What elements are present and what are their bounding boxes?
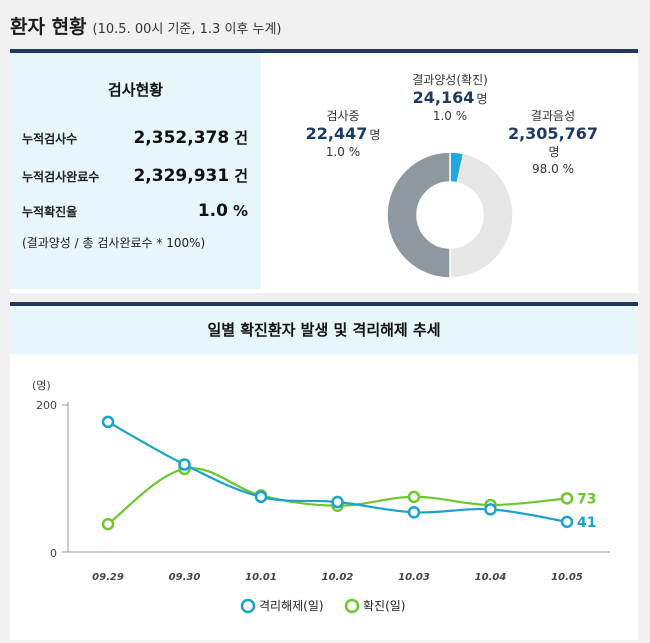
positive-rate-formula-note: (결과양성 / 총 검사완료수 * 100%) xyxy=(22,236,206,250)
y-tick-label: 200 xyxy=(36,399,57,412)
data-point-released xyxy=(407,506,421,519)
data-point-released xyxy=(178,458,191,471)
stat-row-total-tests: 누적검사수 2,352,378 건 xyxy=(22,127,248,148)
legend-label-confirmed: 확진(일) xyxy=(363,599,405,613)
daily-trend-line-chart: (명) 200 0 09.29 09.30 10.01 10.02 10.03 10.04… xyxy=(32,379,610,614)
legend-label-released: 격리해제(일) xyxy=(259,599,324,613)
chart-legend: 격리해제(일) 확진(일) xyxy=(240,598,405,614)
slice-percent: 98.0 % xyxy=(532,162,574,176)
stat-row-completed-tests: 누적검사완료수 2,329,931 건 xyxy=(22,165,248,186)
x-tick-label: 10.02 xyxy=(322,572,354,583)
slice-percent: 1.0 % xyxy=(432,109,468,123)
x-tick-label: 10.04 xyxy=(475,572,507,583)
stat-unit: 건 xyxy=(234,129,248,147)
slice-unit: 명 xyxy=(476,92,488,106)
stat-label: 누적확진율 xyxy=(22,205,78,219)
stat-unit: % xyxy=(232,202,248,220)
y-axis-label: (명) xyxy=(32,379,51,392)
page-subtitle: (10.5. 00시 기준, 1.3 이후 누계) xyxy=(92,22,282,37)
test-status-box: 검사현황 누적검사수 2,352,378 건 누적검사완료수 2,329,931… xyxy=(10,53,261,289)
data-point-confirmed xyxy=(407,490,421,504)
slice-value: 24,164 xyxy=(412,88,475,107)
stat-value: 2,352,378 xyxy=(133,128,230,148)
page-title: 환자 현황 xyxy=(10,16,87,38)
data-point-confirmed xyxy=(560,492,574,505)
data-point-released xyxy=(560,515,574,529)
slice-name: 결과양성(확진) xyxy=(412,73,488,87)
trend-panel: 일별 확진환자 발생 및 격리해제 추세 (명) 200 0 09.29 09.3… xyxy=(10,302,638,640)
x-tick-label: 10.05 xyxy=(551,572,583,583)
donut-slice-negative xyxy=(449,152,514,279)
x-tick-label: 09.30 xyxy=(169,572,201,583)
stat-value: 1.0 xyxy=(197,201,228,221)
donut-label-negative: 결과음성 2,305,767 명 98.0 % xyxy=(488,107,618,176)
end-value-label-released: 41 xyxy=(577,515,596,531)
donut-label-positive: 결과양성(확진) 24,164 명 1.0 % xyxy=(380,71,520,123)
slice-name: 검사중 xyxy=(326,109,360,123)
legend-marker-released xyxy=(240,598,256,614)
end-value-label-confirmed: 73 xyxy=(577,491,596,507)
summary-panel: 검사현황 누적검사수 2,352,378 건 누적검사완료수 2,329,931… xyxy=(10,49,638,293)
stat-label: 누적검사완료수 xyxy=(22,170,100,184)
slice-value: 2,305,767 xyxy=(507,124,599,143)
slice-name: 결과음성 xyxy=(530,109,576,123)
y-tick-label: 0 xyxy=(50,547,57,560)
test-status-title: 검사현황 xyxy=(107,81,164,99)
slice-unit: 명 xyxy=(369,128,381,142)
data-point-released xyxy=(101,415,115,429)
x-tick-label: 10.03 xyxy=(398,572,430,583)
trend-chart-title: 일별 확진환자 발생 및 격리해제 추세 xyxy=(10,306,638,354)
stat-row-positive-rate: 누적확진율 1.0 % xyxy=(22,201,248,221)
slice-percent: 1.0 % xyxy=(325,145,361,159)
data-point-released xyxy=(331,495,344,509)
test-result-donut-chart xyxy=(386,151,514,279)
data-point-released xyxy=(254,490,268,504)
legend-marker-confirmed xyxy=(344,598,360,614)
stat-unit: 건 xyxy=(234,167,248,185)
slice-unit: 명 xyxy=(548,145,560,159)
donut-slice-testing xyxy=(386,151,451,279)
x-tick-label: 10.01 xyxy=(245,572,277,583)
donut-label-testing: 검사중 22,447 명 1.0 % xyxy=(298,107,388,159)
slice-value: 22,447 xyxy=(305,124,368,143)
page-header: 환자 현황 (10.5. 00시 기준, 1.3 이후 누계) xyxy=(10,12,282,42)
data-point-released xyxy=(484,503,497,516)
x-tick-label: 09.29 xyxy=(92,572,124,583)
stat-label: 누적검사수 xyxy=(22,132,78,146)
stat-value: 2,329,931 xyxy=(133,166,230,186)
data-point-confirmed xyxy=(101,517,115,531)
